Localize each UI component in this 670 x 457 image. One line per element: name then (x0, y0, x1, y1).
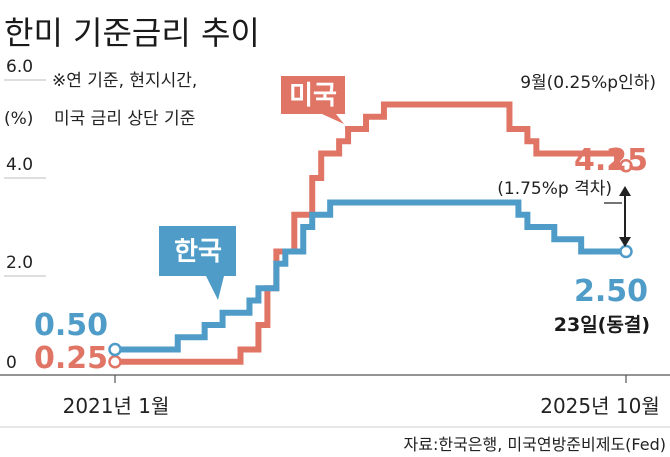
source-note: 자료:한국은행, 미국연방준비제도(Fed) (404, 435, 666, 454)
korea-end-marker (619, 244, 633, 259)
gap-arrow (604, 186, 631, 247)
x-axis: 2021년 1월 2025년 10월 (0, 374, 670, 418)
freeze-note: 23일(동결) (554, 314, 650, 336)
y-tick-label: 0 (6, 353, 17, 373)
y-tick-label: 2.0 (6, 253, 33, 273)
x-tick-label: 2025년 10월 (540, 394, 660, 418)
y-tick-label: 4.0 (6, 155, 33, 175)
us-start-value: 0.25 (34, 341, 108, 376)
korea-name-tag: 한국 (174, 237, 222, 267)
y-tick-labels: 0 2.0 4.0 6.0 (6, 57, 33, 373)
y-tick-label: 6.0 (6, 57, 33, 77)
y-unit-label: (%) (4, 109, 33, 129)
gap-note: (1.75%p 격차) (497, 179, 612, 199)
cut-note: 9월(0.25%p인하) (520, 73, 656, 93)
series-lines (108, 101, 633, 369)
korea-end-value: 2.50 (574, 274, 648, 309)
korea-rate-line (115, 199, 626, 353)
us-name-tag-box (281, 76, 345, 124)
note-line-1: ※연 기준, 현지시간, (52, 71, 197, 91)
us-rate-line (115, 101, 626, 365)
y-gridlines (4, 79, 46, 277)
korea-start-marker (108, 342, 122, 357)
us-end-marker (619, 159, 633, 173)
korea-name-tag-box (159, 226, 236, 300)
us-start-marker (108, 355, 122, 369)
x-tick-label: 2021년 1월 (63, 394, 170, 418)
us-end-value: 4.25 (574, 143, 648, 178)
chart-title: 한미 기준금리 추이 (4, 14, 260, 52)
note-line-2: 미국 금리 상단 기준 (54, 109, 195, 129)
us-name-tag: 미국 (289, 81, 337, 111)
korea-start-value: 0.50 (34, 308, 108, 343)
